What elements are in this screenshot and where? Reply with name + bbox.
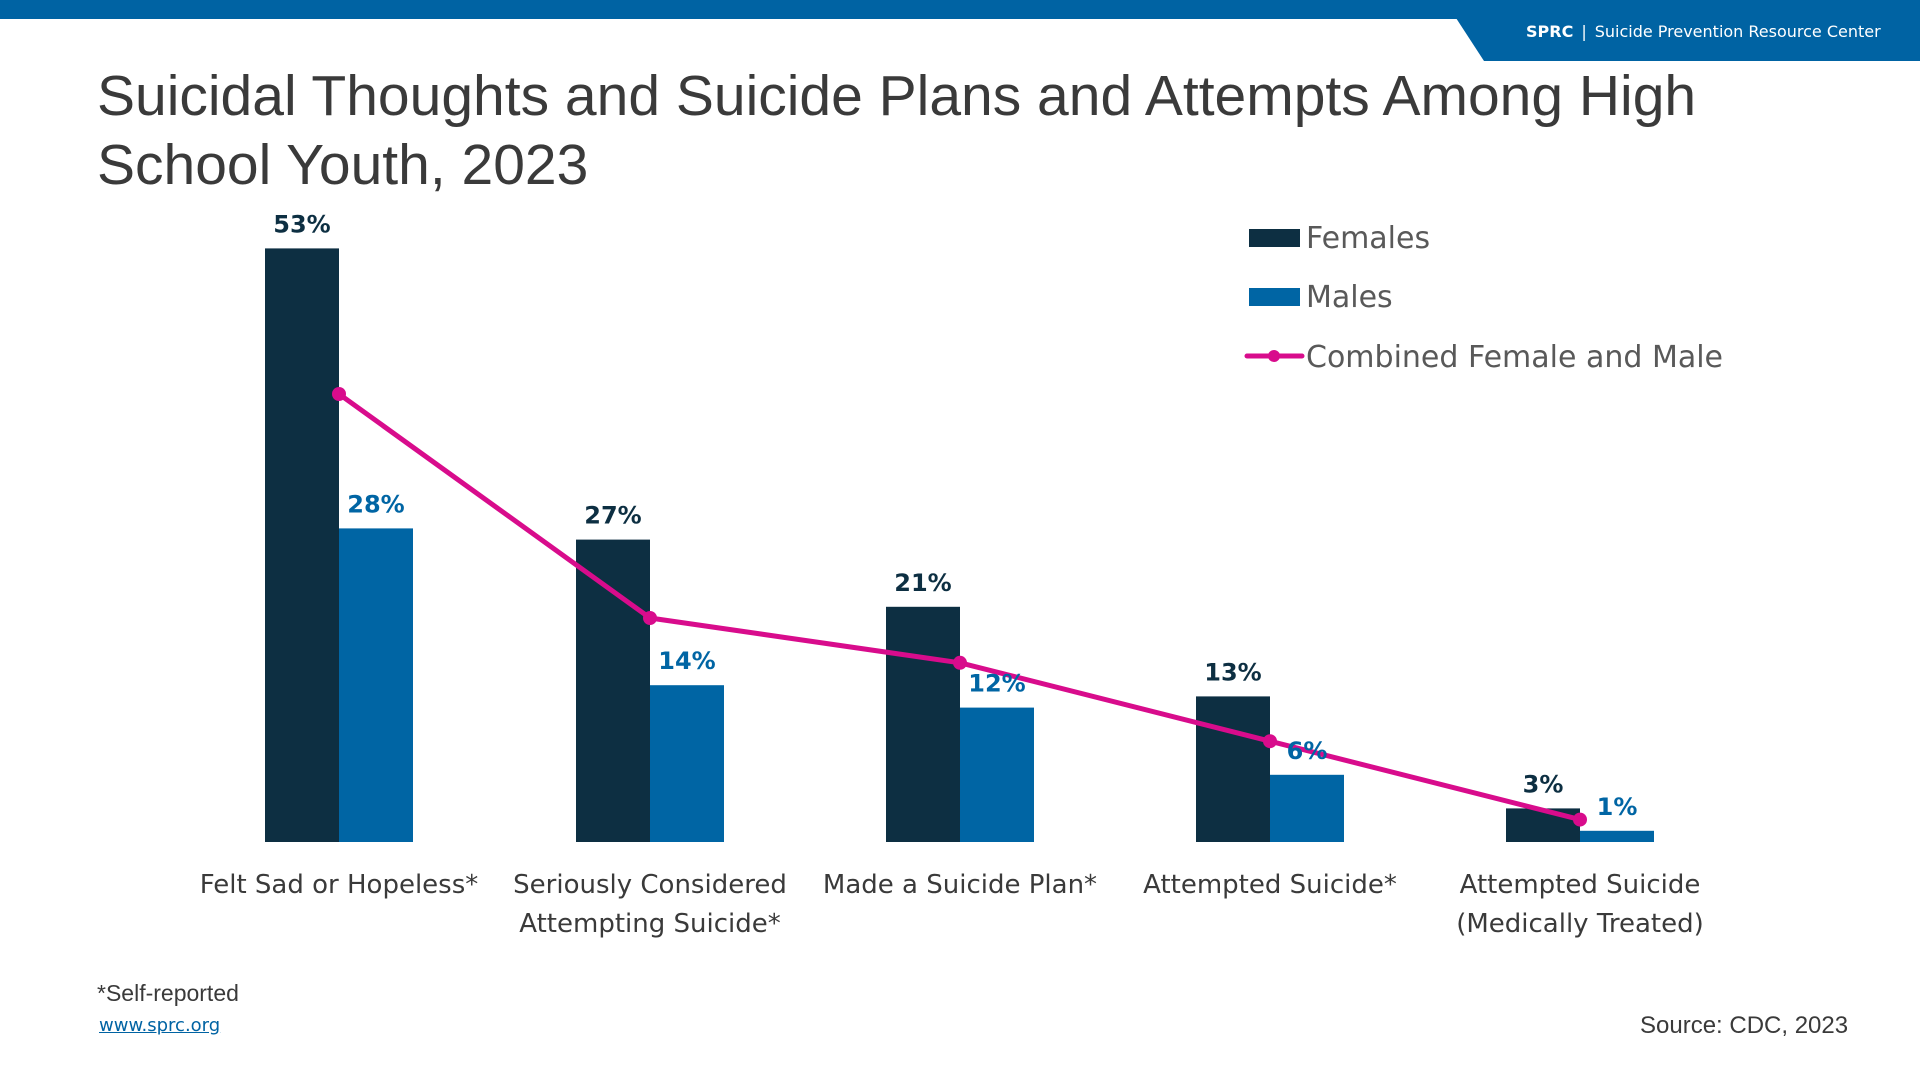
header-tab bbox=[1456, 18, 1920, 61]
legend-swatch-females bbox=[1249, 229, 1300, 247]
data-labels-group: 53% 27% 21% 13% 3% 28% 14% 12% 6% 1% bbox=[273, 210, 1637, 820]
data-label-females-1: 53% bbox=[273, 210, 330, 238]
bar-males-3 bbox=[960, 707, 1034, 842]
data-label-males-4: 6% bbox=[1287, 737, 1328, 765]
bar-females-1 bbox=[265, 248, 339, 842]
bar-males-2 bbox=[650, 685, 724, 842]
org-name: Suicide Prevention Resource Center bbox=[1594, 22, 1881, 41]
bar-females-5 bbox=[1506, 808, 1580, 842]
legend-label-combined: Combined Female and Male bbox=[1306, 340, 1723, 375]
data-label-males-2: 14% bbox=[658, 647, 715, 675]
legend: Females Males Combined Female and Male bbox=[1244, 221, 1723, 375]
bar-males-5 bbox=[1580, 830, 1654, 842]
category-label-1: Felt Sad or Hopeless* bbox=[200, 870, 479, 900]
header-bar bbox=[0, 0, 1920, 19]
combined-point-1 bbox=[332, 387, 346, 401]
website-link[interactable]: www.sprc.org bbox=[99, 1015, 221, 1036]
category-label-5: Attempted Suicide (Medically Treated) bbox=[1456, 870, 1704, 939]
page-title: Suicidal Thoughts and Suicide Plans and … bbox=[97, 64, 1697, 197]
data-label-males-5: 1% bbox=[1597, 793, 1638, 821]
data-label-males-1: 28% bbox=[347, 490, 404, 518]
category-label-2: Seriously Considered Attempting Suicide* bbox=[513, 870, 787, 939]
brand-separator: | bbox=[1581, 22, 1587, 41]
legend-swatch-combined-marker bbox=[1268, 350, 1280, 362]
data-label-females-2: 27% bbox=[584, 502, 641, 530]
data-label-females-5: 3% bbox=[1523, 770, 1564, 798]
bar-males-1 bbox=[339, 528, 413, 842]
bars-group bbox=[265, 248, 1654, 842]
combined-line-group bbox=[332, 387, 1587, 827]
data-label-females-3: 21% bbox=[894, 569, 951, 597]
bar-males-4 bbox=[1270, 774, 1344, 842]
combined-point-3 bbox=[953, 655, 967, 670]
data-label-females-4: 13% bbox=[1204, 658, 1261, 686]
category-label-3: Made a Suicide Plan* bbox=[823, 870, 1097, 900]
data-label-males-3: 12% bbox=[968, 670, 1025, 698]
footnote: *Self-reported bbox=[97, 980, 239, 1006]
combined-point-5 bbox=[1573, 812, 1587, 827]
combined-point-4 bbox=[1263, 734, 1277, 749]
category-labels-group: Felt Sad or Hopeless* Seriously Considere… bbox=[200, 870, 1704, 939]
org-branding: SPRC | Suicide Prevention Resource Center bbox=[1526, 20, 1881, 44]
combined-point-2 bbox=[643, 611, 657, 625]
bar-females-4 bbox=[1196, 696, 1270, 842]
source-citation: Source: CDC, 2023 bbox=[1640, 1012, 1849, 1039]
legend-label-females: Females bbox=[1306, 221, 1430, 256]
category-label-4: Attempted Suicide* bbox=[1143, 870, 1397, 900]
legend-label-males: Males bbox=[1306, 280, 1393, 315]
bar-females-3 bbox=[886, 606, 960, 842]
bar-females-2 bbox=[576, 539, 650, 842]
legend-swatch-males bbox=[1249, 288, 1300, 306]
org-abbr: SPRC bbox=[1526, 22, 1574, 41]
